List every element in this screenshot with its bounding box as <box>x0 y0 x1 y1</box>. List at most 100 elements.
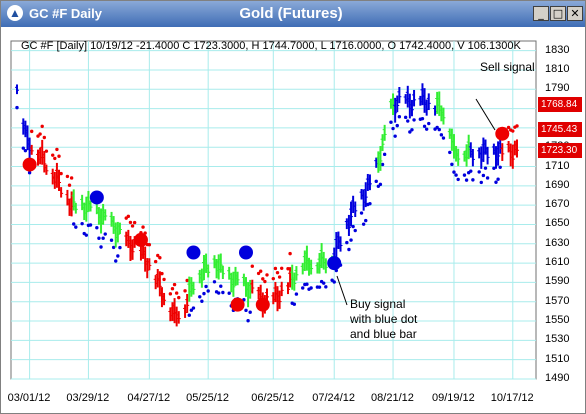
y-tick-label: 1550 <box>545 314 570 327</box>
price-bar <box>220 265 225 279</box>
sell-signal-dot <box>22 157 37 172</box>
price-bar <box>88 200 93 212</box>
stop-marker <box>172 282 177 287</box>
stop-marker <box>265 273 269 277</box>
stop-marker <box>57 154 61 158</box>
stop-marker <box>53 156 57 161</box>
buy-signal-label-line3: and blue bar <box>350 327 417 341</box>
stop-marker <box>204 284 208 289</box>
stop-marker <box>111 245 116 250</box>
stop-marker <box>427 121 431 126</box>
stop-marker <box>349 238 353 242</box>
stop-marker <box>351 224 355 229</box>
stop-marker <box>158 256 162 260</box>
stop-marker <box>305 282 309 286</box>
stop-marker <box>511 129 515 133</box>
stop-marker <box>246 319 250 323</box>
stop-marker <box>422 124 427 129</box>
stop-marker <box>410 128 414 132</box>
price-bar <box>323 258 328 274</box>
price-bar <box>57 169 62 192</box>
price-bar <box>397 86 402 104</box>
y-tick-label: 1630 <box>545 236 570 249</box>
stop-marker <box>454 173 458 177</box>
maximize-button[interactable]: □ <box>550 6 566 21</box>
stop-marker <box>38 132 42 136</box>
stop-marker <box>309 286 313 290</box>
stop-marker <box>292 302 297 306</box>
stop-marker <box>147 243 152 247</box>
stop-marker <box>462 173 467 177</box>
stop-marker <box>216 291 221 295</box>
price-bar <box>130 239 135 260</box>
price-bar <box>409 99 414 117</box>
stop-marker <box>174 291 179 295</box>
stop-marker <box>481 173 486 178</box>
stop-marker <box>506 125 511 130</box>
window-title: GC #F Daily <box>29 6 102 21</box>
y-tick-label: 1810 <box>545 62 570 75</box>
price-bar <box>338 236 343 252</box>
stop-marker <box>160 271 164 276</box>
stop-marker <box>406 119 410 123</box>
buy-signal-label-line1: Buy signal <box>350 297 406 311</box>
y-tick-label: 1670 <box>545 198 570 211</box>
stop-marker <box>99 245 103 249</box>
stop-marker <box>273 266 278 271</box>
price-bar <box>218 253 223 273</box>
stop-marker <box>397 115 402 119</box>
y-tick-label: 1490 <box>545 372 570 384</box>
stop-marker <box>23 148 28 153</box>
stop-marker <box>492 166 496 170</box>
stop-marker <box>452 170 456 174</box>
price-bar <box>235 271 240 286</box>
stop-marker <box>271 276 276 281</box>
stop-marker <box>277 275 282 279</box>
price-bar <box>15 84 19 95</box>
stop-marker <box>301 286 305 290</box>
stop-marker <box>435 125 439 130</box>
stop-marker <box>324 285 328 289</box>
price-bar <box>412 89 417 107</box>
stop-marker <box>221 290 225 295</box>
stop-marker <box>72 222 76 226</box>
price-bar <box>176 311 181 324</box>
stop-marker <box>153 259 158 264</box>
price-bar <box>73 202 78 214</box>
stop-marker <box>130 224 135 228</box>
stop-marker <box>286 267 290 271</box>
price-bar <box>185 294 190 313</box>
close-button[interactable]: ✕ <box>567 6 583 21</box>
minimize-button[interactable]: _ <box>533 6 549 21</box>
stop-marker <box>439 133 444 137</box>
stop-marker <box>498 165 502 169</box>
sell-signal-dot <box>230 297 245 312</box>
x-tick-label: 04/27/12 <box>127 392 171 404</box>
price-bar <box>59 187 64 198</box>
stop-marker <box>103 232 107 236</box>
stop-marker <box>51 153 55 157</box>
title-bar[interactable]: ▲ GC #F Daily Gold (Futures) _ □ ✕ <box>1 1 585 27</box>
price-bar <box>367 174 372 191</box>
stop-marker <box>317 285 322 289</box>
y-tick-label: 1590 <box>545 275 570 288</box>
stop-marker <box>275 270 280 275</box>
stop-marker <box>437 127 441 132</box>
x-tick-label: 10/17/12 <box>490 392 534 404</box>
stop-marker <box>95 225 99 230</box>
stop-marker <box>420 116 425 121</box>
stop-marker <box>65 174 70 179</box>
price-chart[interactable] <box>1 27 585 413</box>
price-bar <box>496 141 501 166</box>
stop-marker <box>15 105 19 110</box>
price-bar <box>191 281 196 295</box>
buy-signal-dot <box>327 256 342 271</box>
stop-marker <box>67 183 72 187</box>
x-tick-label: 03/29/12 <box>66 392 110 404</box>
stop-marker <box>170 286 175 291</box>
stop-marker <box>391 126 395 131</box>
price-bar <box>380 134 385 151</box>
y-tick-label: 1510 <box>545 352 570 365</box>
y-tick-label: 1690 <box>545 178 570 191</box>
sell-signal-dot <box>133 232 148 247</box>
